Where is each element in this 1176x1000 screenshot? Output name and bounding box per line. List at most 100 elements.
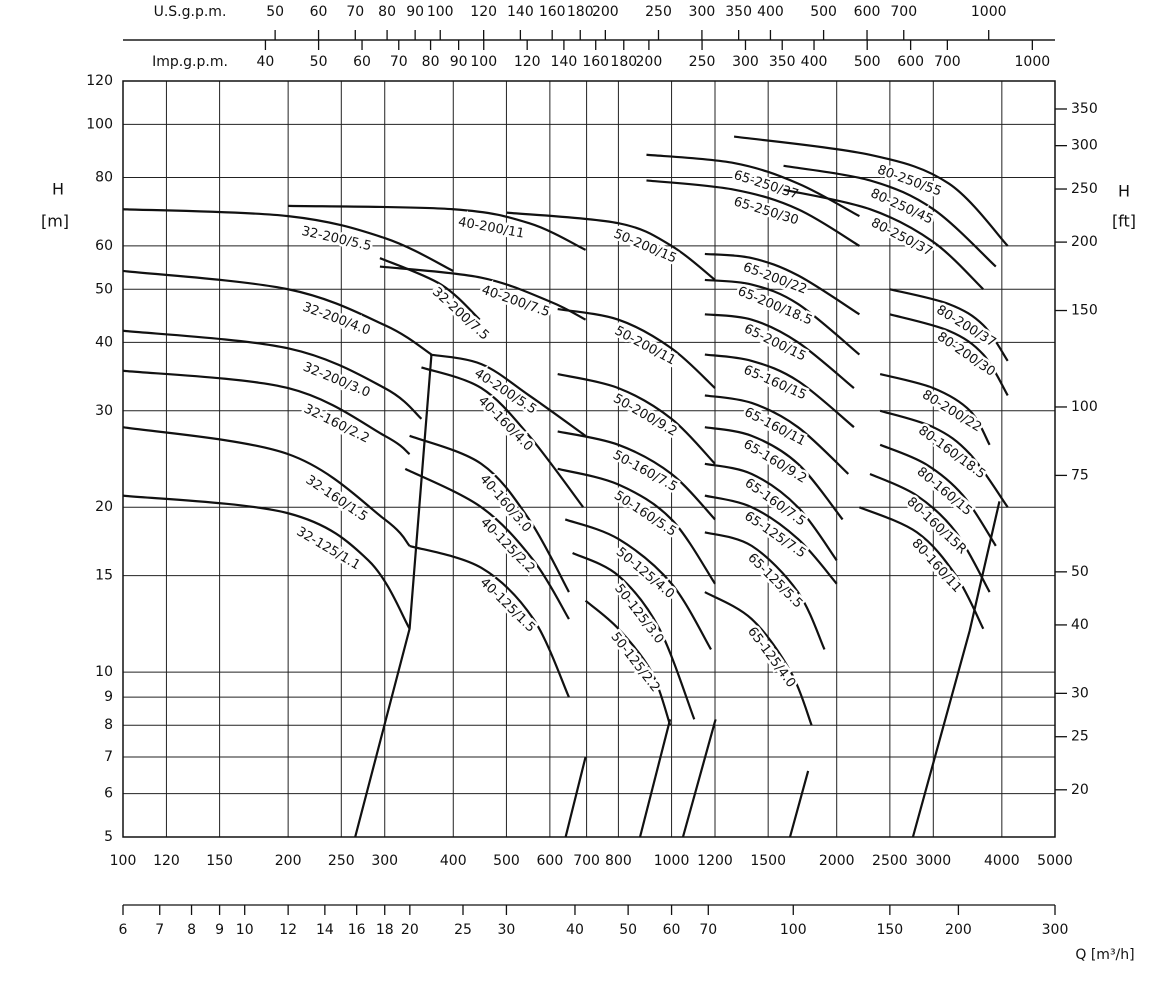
y-tick-label: 5 — [104, 829, 113, 845]
axis-tick-label: 200 — [945, 922, 972, 938]
y2-tick-label: 150 — [1071, 303, 1098, 319]
y2-tick-label: 100 — [1071, 399, 1098, 415]
axis-tick-label: 200 — [592, 4, 619, 20]
x-tick-label: 1000 — [654, 853, 690, 869]
axis-tick-label: 140 — [507, 4, 534, 20]
x-tick-label: 700 — [573, 853, 600, 869]
y-tick-label: 30 — [95, 403, 113, 419]
pump-curve — [584, 599, 672, 726]
axis-tick-label: 300 — [1042, 922, 1069, 938]
pump-curve — [564, 518, 712, 651]
axis-tick-label: 120 — [514, 54, 541, 70]
curve-label: 32-125/1.1 — [294, 524, 363, 573]
pump-curve — [404, 467, 570, 620]
pump-curve — [421, 366, 585, 508]
axis-tick-label: 60 — [353, 54, 371, 70]
axis-tick-label: 60 — [310, 4, 328, 20]
y-tick-label: 120 — [86, 73, 113, 89]
pump-curve — [288, 204, 587, 251]
pump-curve — [858, 506, 985, 630]
axis-tick-label: 700 — [934, 54, 961, 70]
pump-curve — [646, 179, 860, 247]
y-tick-label: 8 — [104, 717, 113, 733]
curve-label: 40-125/1.5 — [477, 575, 538, 636]
curve-label: 65-125/4.0 — [744, 625, 798, 691]
axis-tick-label: 160 — [582, 54, 609, 70]
y2-label-unit: [ft] — [1112, 212, 1136, 231]
range-outline — [788, 770, 810, 838]
y2-tick-label: 30 — [1071, 685, 1089, 701]
range-outline — [564, 756, 587, 838]
axis-tick-label: 8 — [187, 922, 196, 938]
axis-tick-label: 150 — [876, 922, 903, 938]
pump-curve — [122, 494, 411, 630]
pump-curve — [557, 430, 716, 521]
y2-tick-label: 25 — [1071, 729, 1089, 745]
x-tick-label: 120 — [153, 853, 180, 869]
pump-curve — [122, 269, 433, 356]
x-tick-label: 2500 — [872, 853, 908, 869]
y2-tick-label: 20 — [1071, 782, 1089, 798]
pump-curve — [869, 472, 991, 593]
y-tick-label: 20 — [95, 499, 113, 515]
axis-tick-label: 14 — [316, 922, 334, 938]
axis-tick-label: 40 — [566, 922, 584, 938]
pump-curve — [122, 208, 454, 272]
axis-tick-label: 160 — [539, 4, 566, 20]
axis-tick-label: 80 — [422, 54, 440, 70]
axis-tick-label: 25 — [454, 922, 472, 938]
x-tick-label: 300 — [371, 853, 398, 869]
axis-tick-label: 500 — [854, 54, 881, 70]
x-tick-label: 1500 — [750, 853, 786, 869]
pump-curve — [704, 252, 860, 316]
pump-curve — [557, 308, 716, 389]
axis-tick-label: 700 — [890, 4, 917, 20]
axis-tick-label: 90 — [406, 4, 424, 20]
y2-tick-label: 200 — [1071, 234, 1098, 250]
pump-curve — [879, 373, 991, 446]
axis-tick-label: 350 — [769, 54, 796, 70]
pump-curve — [704, 426, 844, 521]
pump-curve — [409, 434, 570, 593]
x-tick-label: 200 — [275, 853, 302, 869]
curve-label: 32-200/5.5 — [300, 224, 373, 254]
axis-tick-label: 300 — [689, 4, 716, 20]
y-tick-label: 15 — [95, 568, 113, 584]
axis-tick-label: 20 — [401, 922, 419, 938]
pump-curve — [704, 394, 850, 475]
curve-label: 50-200/15 — [611, 227, 678, 267]
y-tick-label: 7 — [104, 749, 113, 765]
pump-curve — [704, 313, 855, 389]
y-tick-label: 80 — [95, 169, 113, 185]
range-outline — [681, 719, 717, 838]
pump-curve — [122, 426, 411, 547]
axis-tick-label: 7 — [155, 922, 164, 938]
axis-tick-label: 500 — [810, 4, 837, 20]
pump-curve — [557, 373, 716, 465]
curve-label: 50-200/9.2 — [610, 391, 679, 440]
y-tick-label: 9 — [104, 689, 113, 705]
pump-curve — [429, 353, 587, 437]
axis-tick-label: 600 — [897, 54, 924, 70]
y2-tick-label: 300 — [1071, 138, 1098, 154]
axis-tick-label: 6 — [119, 922, 128, 938]
axis-tick-label: 70 — [346, 4, 364, 20]
axis-tick-label: 400 — [757, 4, 784, 20]
pump-curve — [733, 135, 1009, 247]
axis-tick-label: 90 — [450, 54, 468, 70]
range-outline — [911, 501, 1001, 838]
y2-tick-label: 50 — [1071, 564, 1089, 580]
axis-tick-label: 1000 — [1015, 54, 1051, 70]
axis-tick-label: 120 — [470, 4, 497, 20]
y-label: H — [52, 180, 64, 199]
axis-tick-label: 10 — [236, 922, 254, 938]
pump-curve — [572, 551, 696, 720]
y-tick-label: 100 — [86, 116, 113, 132]
axis-label: U.S.g.p.m. — [154, 4, 227, 20]
axis-tick-label: 100 — [427, 4, 454, 20]
axis-tick-label: 100 — [470, 54, 497, 70]
pump-curve — [879, 443, 997, 547]
x-tick-label: 5000 — [1037, 853, 1073, 869]
pump-curve — [889, 288, 1009, 362]
y-tick-label: 60 — [95, 238, 113, 254]
